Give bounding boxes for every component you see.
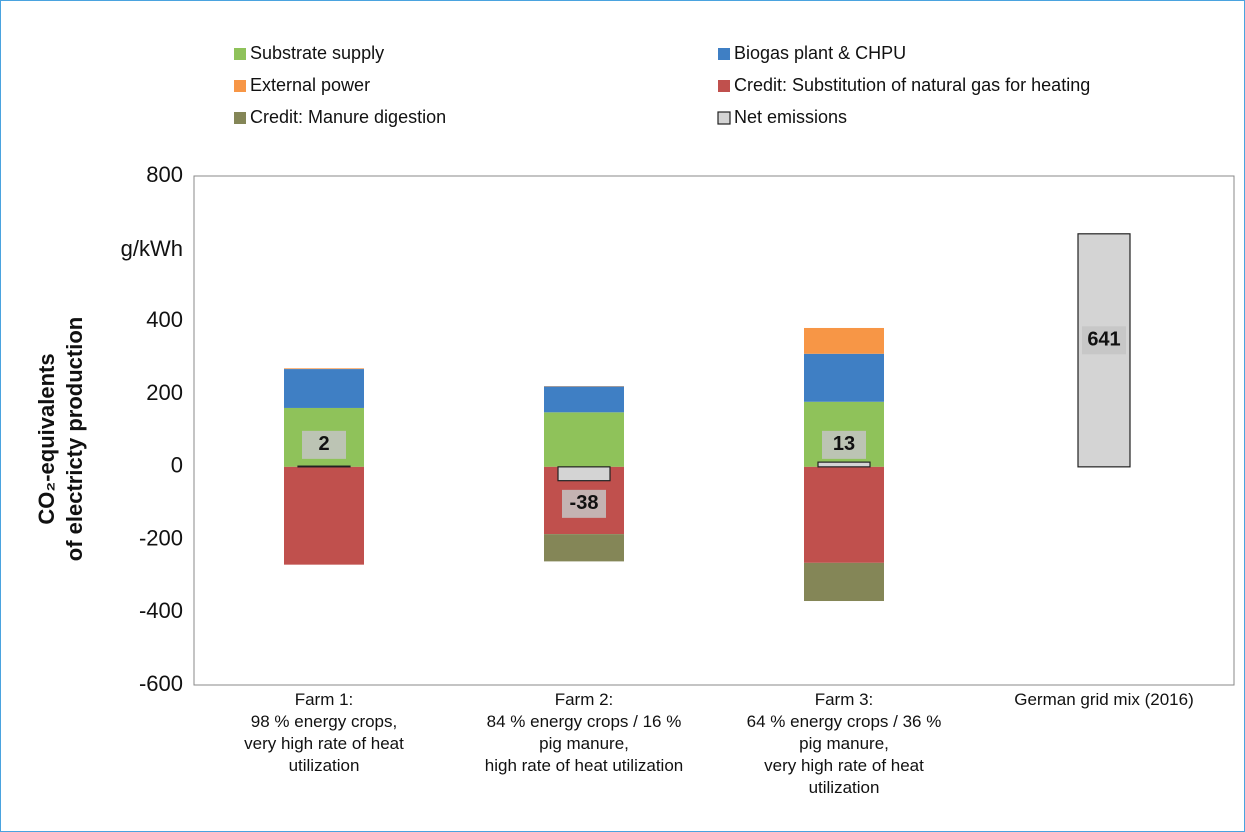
bar-segment <box>804 562 884 602</box>
legend-label: External power <box>250 75 370 95</box>
legend-label: Biogas plant & CHPU <box>734 43 906 63</box>
data-label-bg <box>302 430 346 459</box>
data-label: 13 <box>833 433 855 455</box>
legend-label: Net emissions <box>734 107 847 127</box>
unit-label: g/kWh <box>121 236 183 261</box>
y-tick-label: 400 <box>146 307 183 332</box>
x-tick-label: German grid mix (2016) <box>1014 690 1194 709</box>
legend-swatch <box>234 80 246 92</box>
bar-segment <box>544 534 624 562</box>
y-tick-label: -600 <box>139 671 183 696</box>
legend-swatch <box>718 48 730 60</box>
data-label: -38 <box>570 492 599 514</box>
data-label-bg <box>1082 326 1126 355</box>
legend-swatch <box>234 48 246 60</box>
y-tick-label: -200 <box>139 525 183 550</box>
bar-segment <box>284 369 364 408</box>
y-axis-title: CO₂-equivalents of electricty production <box>34 316 87 562</box>
bar-segment <box>544 386 624 413</box>
data-label: 2 <box>318 433 329 455</box>
y-tick-label: 800 <box>146 162 183 187</box>
net-bar <box>817 461 871 468</box>
net-bar <box>557 466 611 482</box>
bar-segment <box>804 466 884 563</box>
net-bar <box>297 465 351 468</box>
legend-label: Substrate supply <box>250 43 384 63</box>
bar-segment <box>544 412 624 467</box>
x-tick-label: Farm 2: 84 % energy crops / 16 % pig man… <box>484 690 684 775</box>
y-tick-label: 0 <box>171 453 183 478</box>
data-label-bg <box>562 489 606 518</box>
legend-swatch <box>234 112 246 124</box>
data-label-bg <box>822 430 866 459</box>
plot-frame <box>193 175 1235 686</box>
legend-label: Credit: Manure digestion <box>250 107 446 127</box>
bar-segment <box>284 368 364 370</box>
data-label: 641 <box>1087 329 1120 351</box>
legend-swatch <box>718 80 730 92</box>
x-tick-label: Farm 3: 64 % energy crops / 36 % pig man… <box>746 690 942 797</box>
legend-swatch <box>717 111 731 125</box>
bar-segment <box>804 327 884 354</box>
legend-label: Credit: Substitution of natural gas for … <box>734 75 1090 95</box>
x-tick-label: Farm 1: 98 % energy crops, very high rat… <box>244 690 404 775</box>
bar-segment <box>804 353 884 402</box>
y-tick-label: -400 <box>139 598 183 623</box>
bar-segment <box>284 466 364 565</box>
y-tick-label: 200 <box>146 380 183 405</box>
